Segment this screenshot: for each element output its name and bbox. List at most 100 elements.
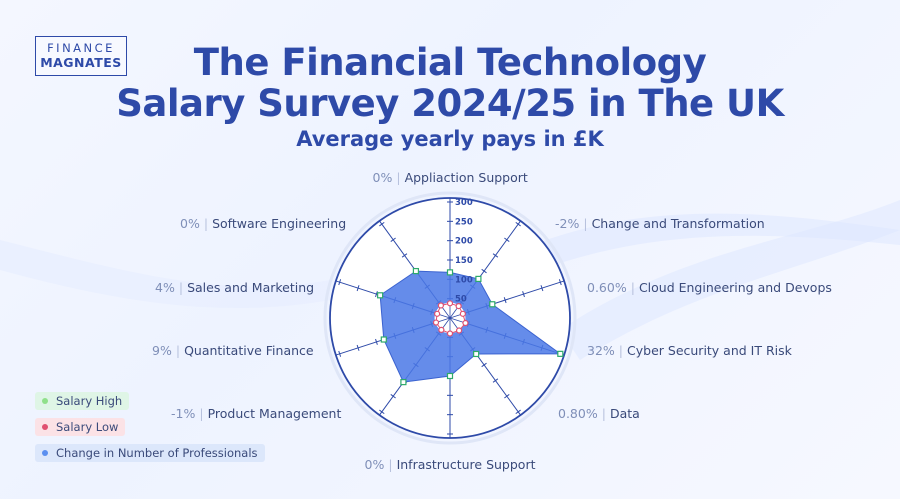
category-name: Product Management: [207, 406, 342, 421]
change-percent: 0%: [372, 170, 393, 185]
category-name: Cloud Engineering and Devops: [638, 280, 832, 295]
logo-line2: MAGNATES: [40, 55, 122, 70]
radar-axis-tick-label: 150: [455, 256, 473, 266]
salary-low-point: [432, 319, 440, 326]
category-label: 0.80% | Data: [558, 406, 640, 422]
legend-high-dot: [42, 398, 48, 404]
salary-high-point: [557, 350, 564, 357]
radar-tick: [515, 221, 521, 227]
radar-axis-tick-label: 200: [455, 237, 473, 247]
category-name: Software Engineering: [212, 216, 347, 231]
salary-high-point: [380, 336, 387, 343]
category-name: Cyber Security and IT Risk: [627, 343, 792, 358]
change-percent: 32%: [587, 343, 615, 358]
radar-tick: [356, 285, 360, 292]
page-title-line2: Salary Survey 2024/25 in The UK: [116, 82, 784, 125]
radar-tick: [379, 221, 385, 227]
radar-tick: [492, 378, 499, 383]
salary-low-point: [455, 303, 462, 310]
radar-tick: [503, 297, 507, 304]
legend-salary-low[interactable]: Salary Low: [35, 418, 126, 436]
radar-tick: [515, 409, 521, 415]
legend-high-label: Salary High: [56, 394, 123, 408]
radar-tick: [504, 394, 510, 399]
salary-high-point: [446, 372, 454, 380]
category-label: 32% | Cyber Security and IT Risk: [587, 343, 792, 359]
radar-tick: [504, 237, 510, 242]
category-label: 0% | Software Engineering: [180, 216, 346, 232]
category-label: -2% | Change and Transformation: [555, 216, 765, 232]
radar-tick: [338, 350, 342, 357]
change-percent: 0%: [180, 216, 200, 231]
category-label: 0% | Appliaction Support: [373, 170, 528, 186]
legend-low-dot: [42, 424, 48, 430]
label-separator: |: [396, 170, 401, 185]
salary-low-point: [434, 310, 441, 317]
category-name: Infrastructure Support: [396, 457, 536, 472]
salary-low-point: [446, 300, 454, 307]
radar-inner-spoke: [449, 317, 465, 324]
radar-axis-tick-label: 100: [455, 275, 473, 285]
salary-high-point: [489, 301, 496, 308]
page-title-line1: The Financial Technology: [193, 41, 707, 84]
salary-high-point: [412, 267, 420, 275]
label-separator: |: [618, 343, 624, 358]
legend-change-dot: [42, 450, 48, 456]
radar-tick: [522, 291, 525, 298]
radar-tick: [540, 285, 544, 292]
radar-axis-tick-label: 50: [455, 295, 467, 305]
salary-high-point: [400, 379, 407, 386]
radar-tick: [338, 279, 342, 286]
radar-tick: [356, 344, 360, 351]
radar-tick: [558, 279, 562, 286]
change-percent: -1%: [171, 406, 196, 421]
radar-tick: [401, 253, 408, 258]
label-separator: |: [199, 406, 204, 421]
legend-change-label: Change in Number of Professionals: [56, 446, 258, 460]
change-percent: 0%: [364, 457, 385, 472]
label-separator: |: [601, 406, 606, 421]
change-percent: 0.60%: [587, 280, 627, 295]
category-label: 0.60% | Cloud Engineering and Devops: [587, 280, 832, 296]
salary-high-point: [475, 275, 482, 282]
radar-tick: [481, 362, 487, 368]
category-name: Appliaction Support: [404, 170, 528, 185]
salary-high-point: [473, 350, 480, 358]
radar-tick: [375, 338, 378, 345]
salary-low-point: [459, 310, 466, 317]
label-separator: |: [203, 216, 209, 231]
salary-high-point: [377, 292, 384, 299]
change-percent: 9%: [152, 343, 172, 358]
salary-low-point: [437, 302, 445, 309]
label-separator: |: [630, 280, 635, 295]
change-percent: 0.80%: [558, 406, 598, 421]
category-name: Sales and Marketing: [187, 280, 315, 295]
category-name: Change and Transformation: [591, 216, 765, 231]
salary-low-point: [462, 319, 469, 327]
logo-line1: FINANCE: [47, 41, 115, 55]
category-label: 4% | Sales and Marketing: [155, 280, 314, 296]
radar-axis-tick-label: 300: [455, 198, 473, 208]
category-name: Quantitative Finance: [184, 343, 314, 358]
radar-tick: [390, 237, 396, 242]
label-separator: |: [583, 216, 588, 231]
category-label: 0% | Infrastructure Support: [365, 457, 536, 473]
radar-tick: [390, 394, 396, 399]
salary-low-point: [455, 327, 463, 334]
radar-axis-tick-label: 250: [455, 217, 473, 227]
salary-high-point: [446, 269, 454, 276]
legend-change[interactable]: Change in Number of Professionals: [35, 444, 265, 462]
radar-tick: [379, 409, 385, 415]
category-label: 9% | Quantitative Finance: [152, 343, 314, 359]
legend-salary-high[interactable]: Salary High: [35, 392, 130, 410]
label-separator: |: [175, 343, 181, 358]
salary-low-point: [446, 330, 454, 337]
legend-low-label: Salary Low: [56, 420, 119, 434]
radar-tick: [492, 253, 499, 258]
change-percent: 4%: [155, 280, 175, 295]
category-name: Data: [609, 406, 640, 421]
label-separator: |: [178, 280, 184, 295]
salary-low-point: [438, 326, 445, 333]
finance-magnates-logo: FINANCE MAGNATES: [35, 36, 127, 76]
